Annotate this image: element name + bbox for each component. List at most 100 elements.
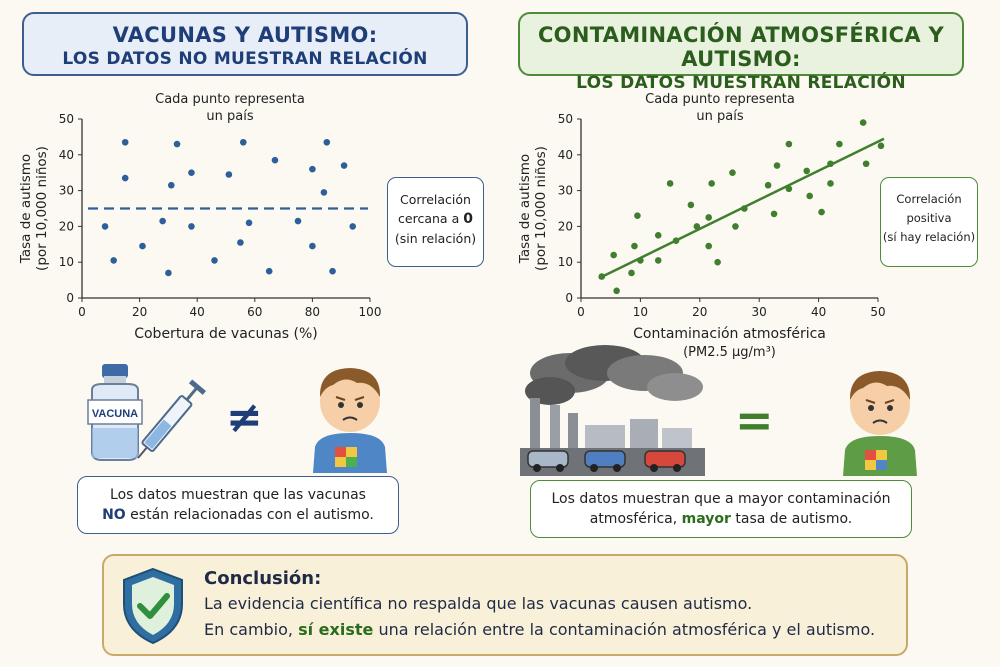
pollution-data-point bbox=[687, 201, 695, 209]
correlation-left-line1: Correlación bbox=[400, 192, 471, 207]
conclusion-line2-rest: una relación entre la contaminación atmo… bbox=[373, 620, 876, 639]
pollution-data-point bbox=[862, 160, 870, 168]
message-right-mayor: mayor bbox=[681, 511, 731, 527]
correlation-left-line2-pre: cercana a bbox=[398, 211, 464, 226]
pollution-x-axis-label-line2: (PM2.5 µg/m³) bbox=[683, 345, 776, 360]
vaccine-y-tick-label: 10 bbox=[59, 255, 74, 269]
vaccine-y-tick-label: 20 bbox=[59, 219, 74, 233]
pollution-y-axis-label-line2: (por 10,000 niños) bbox=[533, 146, 549, 271]
pollution-y-axis-label-line1: Tasa de autismo bbox=[517, 154, 533, 264]
message-box-left: Los datos muestran que las vacunas NO es… bbox=[77, 476, 399, 534]
correlation-left-line3: (sin relación) bbox=[394, 231, 477, 246]
pollution-x-axis-label: Contaminación atmosférica bbox=[633, 326, 826, 342]
vaccine-data-point bbox=[329, 267, 336, 275]
vaccine-data-point bbox=[101, 223, 109, 230]
pollution-x-tick-label: 30 bbox=[752, 305, 767, 319]
vaccine-data-point bbox=[309, 165, 316, 173]
pollution-data-point bbox=[628, 269, 635, 277]
equal-symbol: = bbox=[735, 393, 774, 447]
correlation-left-line2: cercana a 0 bbox=[388, 209, 483, 229]
pollution-data-point bbox=[803, 167, 811, 175]
vaccine-y-tick-label: 40 bbox=[59, 148, 74, 162]
vaccine-scatter-chart: 0 10 20 30 40 50 0 20 40 60 80 100 Cobertura de vacu… bbox=[18, 112, 381, 342]
message-left-line1: Los datos muestran que las vacunas bbox=[110, 487, 366, 503]
vaccine-data-point bbox=[271, 156, 279, 164]
pollution-y-tick-label: 10 bbox=[558, 255, 573, 269]
pollution-data-point bbox=[836, 140, 843, 148]
pollution-x-tick-label: 10 bbox=[633, 305, 648, 319]
message-right-line2: atmosférica, mayor tasa de autismo. bbox=[531, 509, 911, 529]
pollution-data-point bbox=[654, 232, 662, 239]
message-left-line2-rest: están relacionadas con el autismo. bbox=[125, 507, 374, 523]
pollution-data-point bbox=[598, 273, 606, 280]
vaccine-x-axis-label: Cobertura de vacunas (%) bbox=[134, 326, 318, 342]
vaccine-label: VACUNA bbox=[92, 408, 138, 420]
conclusion-line2: En cambio, sí existe una relación entre … bbox=[204, 620, 875, 639]
vaccine-data-point bbox=[237, 239, 244, 246]
vaccine-data-point bbox=[167, 181, 175, 189]
vaccine-data-point bbox=[340, 162, 348, 169]
right-title-line1: CONTAMINACIÓN ATMOSFÉRICA Y AUTISMO: bbox=[537, 23, 945, 71]
vaccine-y-tick-label: 0 bbox=[66, 291, 74, 305]
vaccine-data-point bbox=[173, 140, 181, 148]
right-point-note-line2: un país bbox=[696, 109, 744, 124]
right-point-note-line1: Cada punto representa bbox=[645, 92, 795, 107]
vaccine-data-point bbox=[265, 267, 273, 275]
conclusion-si-existe: sí existe bbox=[298, 620, 374, 639]
boy-sad-illustration-left bbox=[313, 368, 387, 473]
boy-sad-illustration-right bbox=[843, 371, 917, 476]
pollution-data-point bbox=[637, 257, 644, 264]
pollution-data-point bbox=[732, 223, 739, 230]
pollution-data-point bbox=[631, 242, 638, 250]
pollution-data-point bbox=[613, 287, 620, 295]
left-point-note: Cada punto representa un país bbox=[140, 91, 320, 125]
vaccine-data-point bbox=[349, 223, 357, 230]
pollution-data-point bbox=[806, 192, 813, 200]
vaccine-data-point bbox=[309, 242, 316, 250]
vaccine-data-point bbox=[211, 257, 218, 264]
pollution-data-point bbox=[666, 180, 674, 187]
left-title-box: VACUNAS Y AUTISMO: LOS DATOS NO MUESTRAN… bbox=[22, 12, 468, 76]
vaccine-data-point bbox=[188, 169, 195, 176]
vaccine-syringe-illustration: VACUNA bbox=[87, 364, 206, 461]
pollution-x-tick-label: 50 bbox=[870, 305, 885, 319]
pollution-y-tick-label: 40 bbox=[558, 148, 573, 162]
right-title-line2: LOS DATOS MUESTRAN RELACIÓN bbox=[576, 73, 906, 93]
vaccine-x-tick-label: 0 bbox=[78, 305, 86, 319]
message-left-line2: NO están relacionadas con el autismo. bbox=[78, 505, 398, 525]
message-box-right: Los datos muestran que a mayor contamina… bbox=[530, 480, 912, 538]
left-point-note-line1: Cada punto representa bbox=[155, 92, 305, 107]
message-right-line2-pre: atmosférica, bbox=[589, 511, 682, 527]
vaccine-data-point bbox=[245, 219, 253, 227]
left-point-note-line2: un país bbox=[206, 109, 254, 124]
pollution-data-point bbox=[714, 258, 721, 266]
pollution-data-point bbox=[770, 210, 778, 218]
vaccine-data-point bbox=[139, 242, 146, 250]
conclusion-box: Conclusión: La evidencia científica no r… bbox=[102, 554, 908, 656]
pollution-data-point bbox=[705, 214, 713, 221]
vaccine-data-point bbox=[320, 189, 328, 196]
vaccine-data-point bbox=[188, 223, 195, 230]
vaccine-data-point bbox=[165, 269, 172, 277]
conclusion-line1: La evidencia científica no respalda que … bbox=[204, 594, 753, 613]
correlation-box-right: Correlación positiva (sí hay relación) bbox=[880, 177, 978, 267]
pollution-data-point bbox=[773, 162, 781, 169]
correlation-right-line2: positiva bbox=[906, 211, 952, 225]
message-right-line1: Los datos muestran que a mayor contamina… bbox=[551, 491, 891, 507]
vaccine-data-point bbox=[323, 138, 331, 146]
correlation-left-value: 0 bbox=[463, 211, 473, 227]
shield-check-icon bbox=[123, 567, 183, 645]
conclusion-line2-pre: En cambio, bbox=[204, 620, 299, 639]
vaccine-y-axis-label-line2: (por 10,000 niños) bbox=[34, 146, 50, 271]
message-left-no: NO bbox=[102, 507, 126, 523]
pollution-data-point bbox=[708, 180, 715, 187]
pollution-data-point bbox=[741, 205, 748, 212]
pollution-data-point bbox=[877, 142, 885, 150]
right-point-note: Cada punto representa un país bbox=[630, 91, 810, 125]
vaccine-data-point bbox=[121, 138, 129, 146]
pollution-y-tick-label: 0 bbox=[565, 291, 573, 305]
pollution-data-point bbox=[610, 251, 617, 259]
pollution-y-tick-label: 30 bbox=[558, 184, 573, 198]
vaccine-data-point bbox=[110, 257, 117, 264]
